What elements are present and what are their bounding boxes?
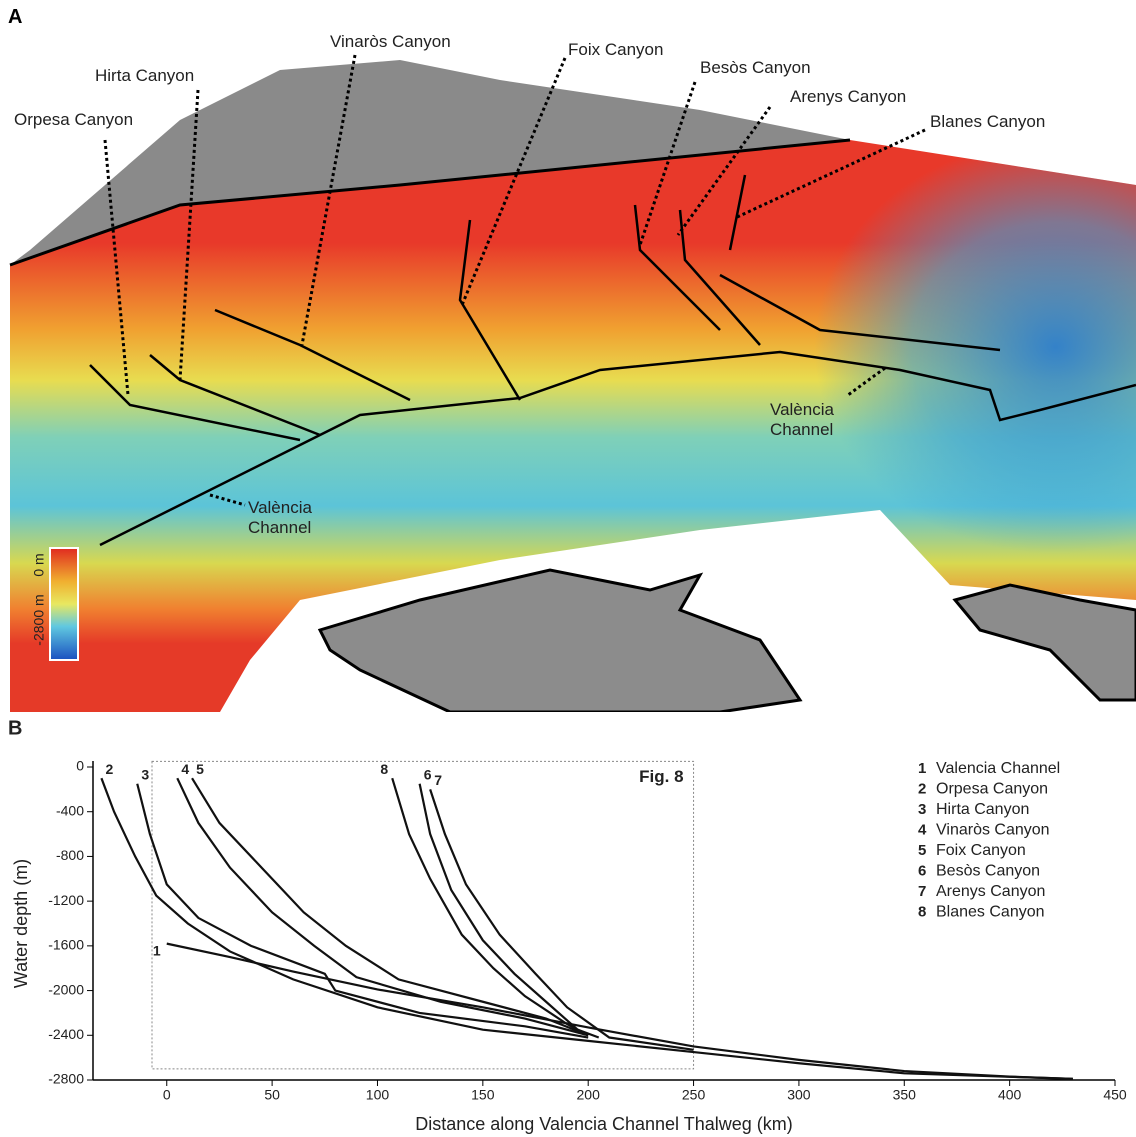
map-annotation: Vinaròs Canyon (330, 32, 451, 51)
x-tick-label: 0 (163, 1087, 171, 1103)
x-tick-label: 100 (366, 1087, 390, 1103)
colorbar-top-label: 0 m (31, 553, 47, 576)
box-label: Fig. 8 (639, 767, 683, 786)
y-axis-title: Water depth (m) (11, 859, 31, 988)
line-label: 2 (106, 761, 114, 777)
legend-label: Orpesa Canyon (936, 781, 1048, 798)
legend-label: Arenys Canyon (936, 883, 1045, 900)
y-tick-label: -1600 (48, 937, 84, 953)
x-tick-label: 350 (893, 1087, 917, 1103)
colorbar (49, 547, 79, 661)
map-annotation: Hirta Canyon (95, 66, 195, 85)
x-tick-label: 200 (577, 1087, 601, 1103)
profile-line (176, 777, 589, 1037)
line-label: 8 (380, 761, 388, 777)
x-tick-label: 150 (471, 1087, 495, 1103)
profile-line (429, 789, 694, 1051)
y-tick-label: 0 (76, 758, 84, 774)
legend-number: 5 (918, 842, 926, 859)
legend-label: Vinaròs Canyon (936, 822, 1050, 839)
y-tick-label: -1200 (48, 892, 84, 908)
legend-number: 6 (918, 862, 926, 879)
profile-line (391, 777, 589, 1037)
legend-number: 1 (918, 760, 926, 777)
profile-line (100, 777, 1073, 1080)
y-tick-label: -2400 (48, 1026, 84, 1042)
profile-line (418, 783, 600, 1039)
line-label: 1 (153, 942, 161, 958)
x-tick-label: 450 (1103, 1087, 1127, 1103)
profile-line (166, 942, 1073, 1080)
land-north (10, 60, 850, 265)
chart: B 0 -400 -800 -1200 -1600 -2000 -2400 -2800 0 50 10… (8, 717, 1127, 1134)
legend-number: 3 (918, 801, 926, 818)
y-tick-label: -400 (56, 802, 84, 818)
map-annotation: Blanes Canyon (930, 112, 1046, 131)
line-label: 7 (434, 772, 442, 788)
profile-line (191, 777, 589, 1037)
y-tick-label: -800 (56, 847, 84, 863)
map-annotation: València Channel (248, 498, 312, 537)
x-axis-title: Distance along Valencia Channel Thalweg … (415, 1114, 793, 1134)
legend-number: 8 (918, 903, 926, 920)
legend-label: Foix Canyon (936, 842, 1026, 859)
y-tick-label: -2800 (48, 1071, 84, 1087)
reference-box (151, 760, 695, 1070)
legend-number: 2 (918, 780, 926, 797)
coastline (9, 138, 851, 267)
x-tick-label: 50 (264, 1087, 280, 1103)
legend-label: Besòs Canyon (936, 863, 1040, 880)
map-annotation: Arenys Canyon (790, 87, 907, 106)
map-annotation: Foix Canyon (568, 40, 664, 59)
leader-lines (103, 54, 926, 507)
line-label: 4 (181, 761, 189, 777)
legend-number: 7 (918, 883, 926, 900)
line-label: 6 (424, 766, 432, 782)
mallorca (317, 568, 803, 712)
panel-label: A (8, 6, 23, 28)
line-label: 3 (141, 766, 149, 782)
map-annotation: València Channel (770, 400, 834, 439)
profile-line (136, 783, 589, 1039)
legend-label: Valencia Channel (936, 760, 1060, 777)
x-tick-label: 300 (787, 1087, 811, 1103)
legend-label: Blanes Canyon (936, 904, 1045, 921)
y-tick-label: -2000 (48, 981, 84, 997)
x-tick-label: 250 (682, 1087, 706, 1103)
map-annotation: Besòs Canyon (700, 58, 811, 77)
deep-basin (600, 140, 1136, 600)
menorca (952, 583, 1136, 702)
legend-number: 4 (918, 821, 927, 838)
map: 0 m -2800 m (9, 54, 1136, 712)
line-label: 5 (196, 761, 204, 777)
map-annotation: Orpesa Canyon (14, 110, 134, 129)
colorbar-bottom-label: -2800 m (31, 594, 47, 645)
legend-label: Hirta Canyon (936, 801, 1029, 818)
x-tick-label: 400 (998, 1087, 1022, 1103)
panel-label: B (8, 717, 22, 739)
